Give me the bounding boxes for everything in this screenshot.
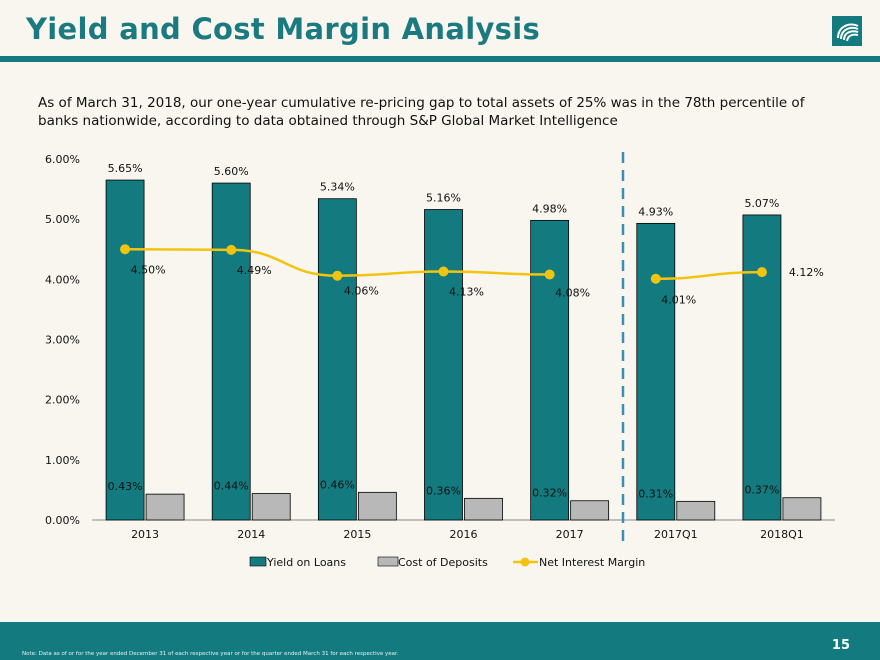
wave-logo-icon: [832, 16, 862, 46]
nim-label: 4.06%: [344, 285, 379, 298]
nim-label: 4.50%: [131, 263, 166, 276]
deposit-label: 0.37%: [744, 484, 779, 497]
x-tick-label: 2013: [131, 528, 159, 541]
legend-yield-swatch: [249, 556, 267, 567]
deposit-label: 0.46%: [320, 478, 355, 491]
nim-label: 4.01%: [661, 294, 696, 307]
nim-point: [120, 244, 131, 255]
page-title: Yield and Cost Margin Analysis: [26, 12, 541, 46]
deposit-bar: [251, 493, 291, 521]
page-number: 15: [831, 638, 850, 653]
deposit-bar: [464, 497, 503, 521]
nim-point: [650, 273, 661, 284]
x-tick-label: 2015: [343, 528, 371, 541]
x-tick-label: 2016: [450, 528, 478, 541]
yield-bar: [742, 214, 782, 521]
nim-point: [756, 267, 767, 278]
yield-label: 4.93%: [638, 205, 673, 218]
x-tick-label: 2017Q1: [654, 528, 698, 541]
x-tick-label: 2017: [556, 528, 584, 541]
deposit-bar: [357, 491, 397, 521]
y-tick-label: 6.00%: [45, 153, 80, 166]
yield-bar: [636, 222, 676, 521]
deposit-label: 0.43%: [108, 480, 143, 493]
yield-label: 5.07%: [744, 197, 779, 210]
nim-line: [655, 270, 762, 280]
intro-text: As of March 31, 2018, our one-year cumul…: [38, 95, 805, 129]
yield-label: 5.16%: [426, 192, 461, 205]
nim-point: [226, 244, 237, 255]
nim-label: 4.49%: [237, 264, 272, 277]
legend-nim-label: Net Interest Margin: [539, 556, 645, 569]
nim-label: 4.12%: [789, 266, 824, 279]
x-tick-label: 2018Q1: [760, 528, 804, 541]
title-divider: [0, 56, 880, 62]
x-tick-label: 2014: [237, 528, 265, 541]
legend-yield-label: Yield on Loans: [266, 556, 346, 569]
nim-point: [438, 266, 449, 277]
deposit-label: 0.44%: [214, 480, 249, 493]
footnote: Note: Data as of or for the year ended D…: [22, 651, 399, 657]
y-tick-label: 2.00%: [45, 394, 80, 407]
nim-point: [332, 270, 343, 281]
yield-bar: [211, 182, 251, 521]
deposit-label: 0.36%: [426, 484, 461, 497]
yield-label: 5.34%: [320, 181, 355, 194]
deposit-bar: [676, 500, 716, 521]
deposit-bar: [145, 493, 185, 521]
y-tick-label: 1.00%: [45, 454, 80, 467]
yield-bar: [317, 198, 357, 521]
deposit-label: 0.31%: [638, 487, 673, 500]
y-tick-label: 4.00%: [45, 273, 80, 286]
y-tick-label: 0.00%: [45, 514, 80, 527]
legend-deposit-label: Cost of Deposits: [398, 556, 488, 569]
yield-cost-chart: 0.00% 1.00% 2.00% 3.00% 4.00% 5.00% 6.00% 5.65%…: [45, 152, 835, 569]
yield-bar: [105, 179, 145, 521]
deposit-bar: [782, 497, 822, 521]
footer-bar: [0, 622, 880, 660]
nim-label: 4.13%: [449, 286, 484, 299]
legend-nim-marker: [520, 557, 530, 567]
nim-label: 4.08%: [555, 287, 590, 300]
legend-deposit-swatch: [377, 556, 399, 567]
yield-label: 5.65%: [108, 162, 143, 175]
nim-point: [544, 269, 555, 280]
y-tick-label: 5.00%: [45, 213, 80, 226]
y-tick-label: 3.00%: [45, 334, 80, 347]
yield-label: 4.98%: [532, 202, 567, 215]
yield-label: 5.60%: [214, 165, 249, 178]
deposit-label: 0.32%: [532, 487, 567, 500]
deposit-bar: [570, 500, 610, 521]
yield-bar: [424, 209, 463, 521]
yield-bar: [530, 219, 570, 521]
